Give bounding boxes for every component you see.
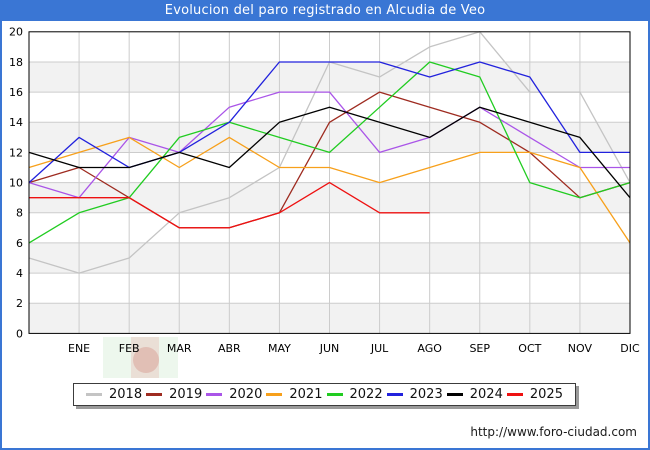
legend-item-2025: 2025 [506,387,563,402]
y-tick-label: 8 [16,207,23,220]
legend-label-2020: 2020 [229,387,263,402]
legend-item-2024: 2024 [446,387,503,402]
legend-label-2025: 2025 [529,387,563,402]
page-title: Evolucion del paro registrado en Alcudia… [164,3,486,18]
legend-item-2022: 2022 [326,387,383,402]
series-2024 [28,106,631,199]
y-tick-label: 14 [9,116,23,129]
x-tick-label: JUL [370,342,389,355]
source-url: http://www.foro-ciudad.com [470,425,637,439]
legend-swatch-2025 [506,393,523,396]
legend-label-2018: 2018 [109,387,143,402]
legend-label-2024: 2024 [469,387,503,402]
legend-swatch-2023 [386,393,403,396]
x-tick-label: NOV [568,342,593,355]
legend-label-2019: 2019 [169,387,203,402]
legend-item-2023: 2023 [386,387,443,402]
series-2025 [29,181,430,229]
watermark-emblem [133,347,159,373]
y-tick-label: 20 [9,26,23,39]
y-tick-label: 18 [9,56,23,69]
series-2021 [28,136,631,244]
legend-swatch-2020 [206,393,223,396]
y-tick-label: 10 [9,176,23,189]
x-tick-label: OCT [518,342,541,355]
x-tick-label: FEB [119,342,140,355]
legend-label-2022: 2022 [349,387,383,402]
legend-item-2019: 2019 [146,388,202,401]
x-tick-label: ENE [68,342,90,355]
legend-swatch-2019 [146,393,163,396]
x-tick-label: JUN [319,342,340,355]
x-tick-label: MAY [268,342,291,355]
legend-swatch-2022 [326,393,343,396]
x-tick-label: AGO [417,342,442,355]
legend-label-2021: 2021 [289,387,323,402]
y-tick-label: 12 [9,146,23,159]
legend-item-2018: 2018 [86,388,142,401]
x-tick-label: DIC [620,342,640,355]
legend-item-2020: 2020 [206,388,262,401]
watermark-green-band [103,337,178,378]
y-tick-label: 4 [16,267,23,280]
y-tick-label: 2 [16,297,23,310]
legend-swatch-2024 [446,393,463,396]
legend: 2018 2019 2020 2021 2022 2023 2024 2025 [73,383,576,406]
legend-label-2023: 2023 [409,387,443,402]
x-tick-label: SEP [469,342,490,355]
legend-swatch-2018 [86,393,102,396]
legend-swatch-2021 [266,393,283,396]
x-tick-label: MAR [167,342,192,355]
watermark-red-band [131,337,159,378]
y-tick-label: 6 [16,237,23,250]
legend-item-2021: 2021 [266,388,322,401]
plot-frame [28,31,631,334]
title-bar: Evolucion del paro registrado en Alcudia… [0,0,650,21]
y-tick-label: 0 [16,327,23,340]
y-tick-label: 16 [9,86,23,99]
x-tick-label: ABR [218,342,241,355]
